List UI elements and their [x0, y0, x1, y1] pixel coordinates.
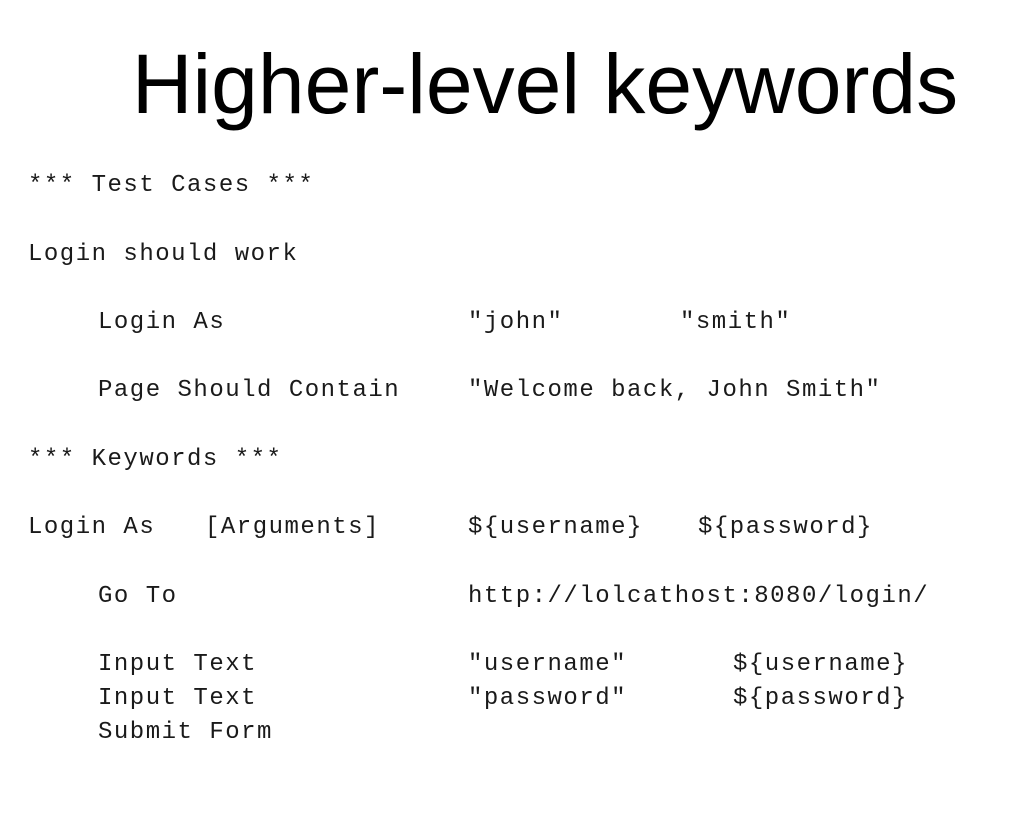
step-argument: http://lolcathost:8080/login/ [468, 583, 930, 610]
step-keyword: Page Should Contain [98, 377, 401, 404]
step-argument: "username" [468, 651, 628, 678]
test-case-name: Login should work [28, 241, 299, 268]
step-keyword: Go To [98, 583, 178, 610]
step-keyword: Input Text [98, 685, 258, 712]
keyword-setting: [Arguments] [205, 514, 380, 541]
keyword-argument: ${password} [698, 514, 873, 541]
step-argument: "password" [468, 685, 628, 712]
step-keyword: Input Text [98, 651, 258, 678]
keyword-definition-name: Login As [28, 514, 156, 541]
keywords-header: *** Keywords *** [28, 446, 283, 473]
step-argument: ${username} [733, 651, 908, 678]
step-keyword: Login As [98, 309, 226, 336]
slide-title: Higher-level keywords [131, 37, 959, 131]
step-argument: "Welcome back, John Smith" [468, 377, 882, 404]
step-keyword: Submit Form [98, 719, 273, 746]
step-argument: ${password} [733, 685, 908, 712]
keyword-argument: ${username} [468, 514, 643, 541]
step-argument: "smith" [680, 309, 792, 336]
step-argument: "john" [468, 309, 564, 336]
test-cases-header: *** Test Cases *** [28, 172, 315, 199]
